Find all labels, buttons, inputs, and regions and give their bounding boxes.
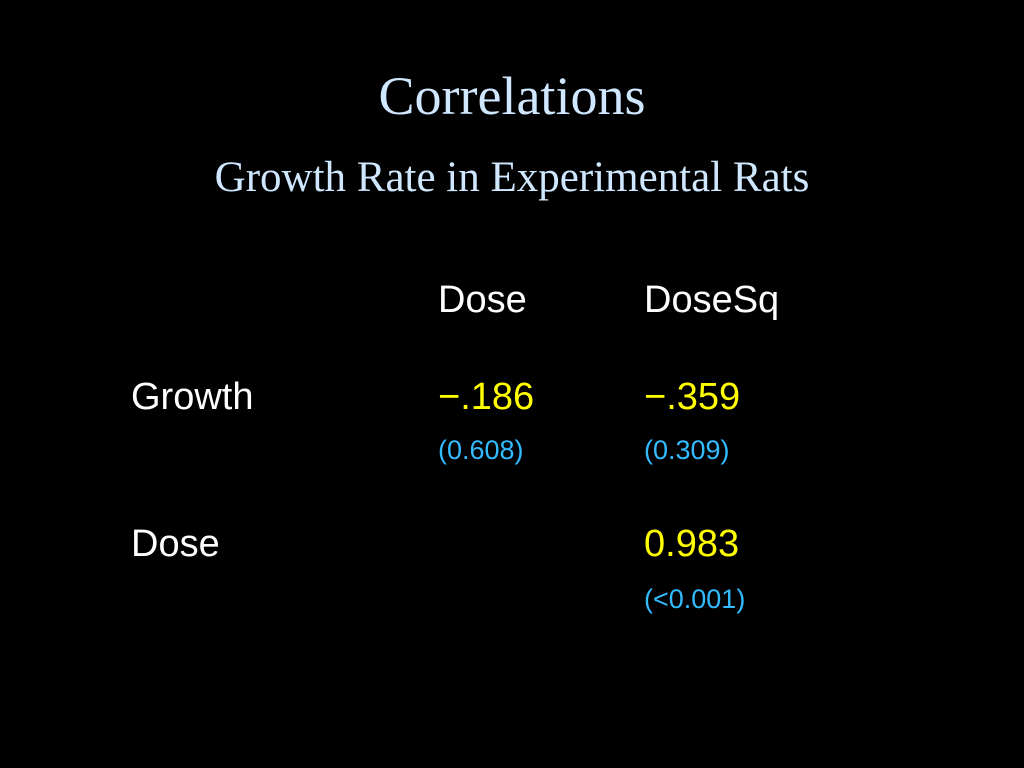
column-header-dose: Dose [438,279,527,321]
row-label-dose: Dose [131,523,220,565]
p-value-growth-dose: (0.608) [438,435,524,465]
row-label-growth: Growth [131,376,254,418]
correlation-dose-dosesq: 0.983 [644,523,740,565]
column-header-dosesq: DoseSq [644,279,780,321]
slide-title: Correlations [378,66,646,126]
correlation-growth-dose: −.186 [438,376,535,418]
p-value-dose-dosesq: (<0.001) [644,584,746,614]
correlation-growth-dosesq: −.359 [644,376,741,418]
slide-subtitle: Growth Rate in Experimental Rats [214,154,810,201]
p-value-growth-dosesq: (0.309) [644,435,730,465]
